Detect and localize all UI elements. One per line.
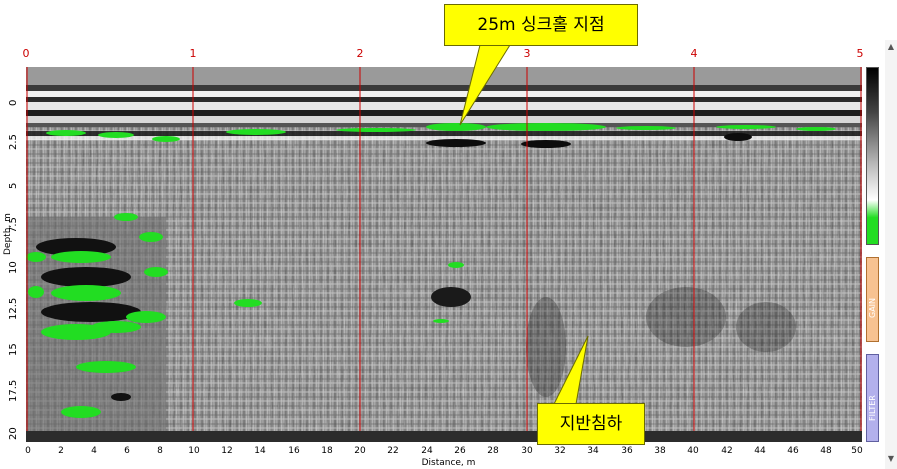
y-tick: 12.5 [8, 297, 19, 320]
subsidence-callout-pointer [553, 335, 589, 405]
color-scale[interactable] [866, 67, 879, 245]
y-tick: 10 [8, 261, 19, 274]
x-tick: 26 [454, 446, 466, 456]
radargram-image [26, 67, 862, 442]
top-tick-4: 4 [690, 47, 698, 60]
filter-label: FILTER [868, 395, 877, 421]
top-tick-5: 5 [856, 47, 864, 60]
x-tick: 48 [820, 446, 832, 456]
top-tick-2: 2 [356, 47, 364, 60]
y-tick: 5 [8, 182, 19, 189]
top-tick-1: 1 [189, 47, 197, 60]
x-tick: 12 [221, 446, 233, 456]
y-tick: 2.5 [8, 134, 19, 150]
side-panel: GAIN FILTER [866, 67, 879, 442]
x-axis-label: Distance, m [421, 458, 476, 468]
gain-control[interactable]: GAIN [866, 257, 879, 342]
y-tick: 7.5 [8, 217, 19, 233]
x-tick: 4 [91, 446, 97, 456]
vertical-scrollbar[interactable]: ▲ ▼ [885, 40, 897, 469]
radargram-plot[interactable] [26, 67, 862, 442]
x-tick: 30 [521, 446, 533, 456]
x-tick: 6 [124, 446, 130, 456]
scroll-down-arrow-icon[interactable]: ▼ [887, 454, 895, 463]
x-tick: 42 [721, 446, 733, 456]
x-tick: 16 [288, 446, 300, 456]
x-tick: 32 [554, 446, 566, 456]
x-tick: 8 [157, 446, 163, 456]
x-tick: 22 [387, 446, 399, 456]
x-tick: 44 [754, 446, 766, 456]
x-tick: 28 [487, 446, 499, 456]
filter-control[interactable]: FILTER [866, 354, 879, 442]
x-tick: 14 [254, 446, 266, 456]
sinkhole-callout: 25m 싱크홀 지점 [444, 4, 638, 46]
x-tick: 50 [851, 446, 863, 456]
x-tick: 46 [787, 446, 799, 456]
x-tick: 10 [188, 446, 200, 456]
top-tick-0: 0 [22, 47, 30, 60]
y-tick: 0 [8, 99, 19, 106]
x-tick: 0 [25, 446, 31, 456]
scroll-up-arrow-icon[interactable]: ▲ [887, 42, 895, 51]
x-tick: 18 [321, 446, 333, 456]
x-tick: 2 [58, 446, 64, 456]
x-tick: 24 [421, 446, 433, 456]
y-tick: 17.5 [8, 379, 19, 402]
x-tick: 38 [654, 446, 666, 456]
x-tick: 20 [354, 446, 366, 456]
y-tick: 15 [8, 343, 19, 356]
gain-label: GAIN [868, 297, 877, 318]
x-tick: 40 [687, 446, 699, 456]
subsidence-callout: 지반침하 [537, 403, 645, 445]
x-tick: 36 [621, 446, 633, 456]
x-tick: 34 [587, 446, 599, 456]
top-tick-3: 3 [523, 47, 531, 60]
y-tick: 20 [8, 427, 19, 440]
